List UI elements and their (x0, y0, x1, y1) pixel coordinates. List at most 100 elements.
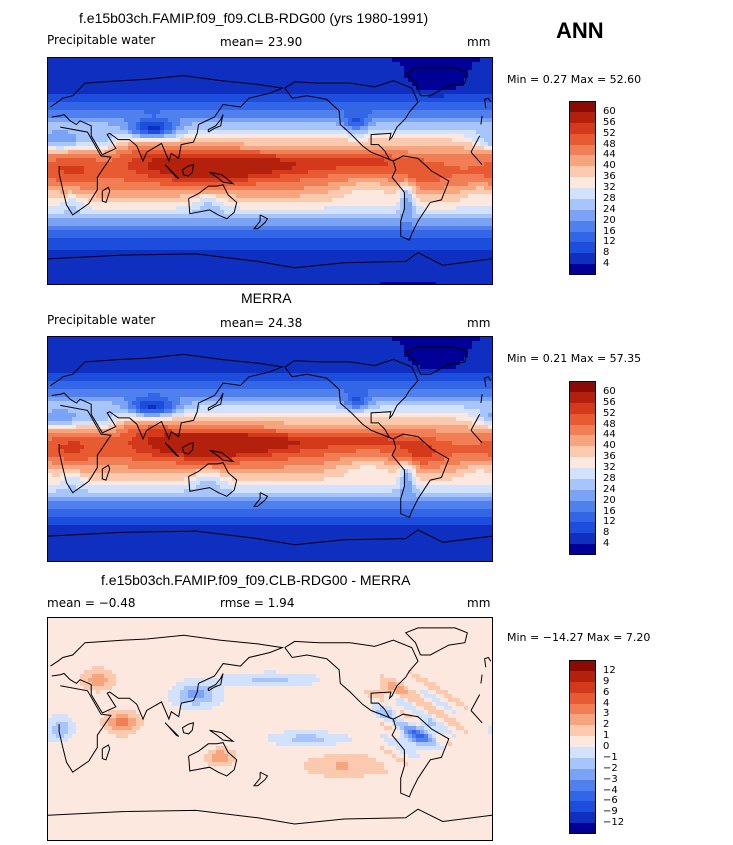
panel1-field-cell (424, 206, 457, 211)
panel3-field-cell (112, 726, 133, 731)
panel2-field-cell (80, 449, 137, 454)
panel3-field-cell (108, 730, 137, 735)
panel3-field-cell (432, 718, 437, 723)
panel1-field-cell (352, 118, 361, 123)
panel1-field-cell (48, 78, 409, 83)
panel2-field-cell (456, 469, 477, 474)
panel3-coastline (101, 744, 111, 761)
panel3-field-cell (116, 674, 221, 679)
panel3-colorbar-tick-label: −9 (603, 806, 618, 818)
panel2-field-cell (368, 401, 377, 406)
panel3-field-cell (264, 670, 277, 675)
panel2-field-cell (184, 413, 469, 418)
panel2-field-cell (48, 385, 492, 390)
panel3-field-cell (464, 706, 469, 711)
panel2-field-cell (180, 401, 193, 406)
panel1-field-cell (80, 210, 193, 215)
panel3-coastline (188, 742, 238, 777)
panel2-field-cell (348, 469, 389, 474)
panel1-field-cell (404, 202, 413, 207)
panel1-field-cell (48, 282, 381, 284)
panel2-field-cell (48, 441, 69, 446)
panel1-field-cell (136, 170, 161, 175)
panel3-field-cell (424, 710, 429, 715)
panel3-field-cell (412, 702, 417, 707)
panel3-field-cell (404, 710, 413, 715)
panel3-field-cell (180, 706, 213, 711)
panel3-field-cell (116, 714, 129, 719)
panel3-field-cell (48, 774, 325, 779)
panel2-field-cell (148, 425, 169, 430)
panel1-coastline (404, 67, 468, 97)
panel2-field-cell (480, 409, 492, 414)
panel1-field-cell (400, 194, 405, 199)
panel1-field-cell (100, 150, 105, 155)
panel2-field-cell (464, 357, 492, 362)
panel2-field-cell (48, 413, 77, 418)
panel1-field-cell (444, 186, 477, 191)
panel2-field-cell (392, 337, 481, 342)
panel3-colorbar-swatch (569, 747, 596, 758)
panel2-colorbar-tick-label: 12 (603, 516, 616, 528)
panel1-coastline (484, 97, 492, 109)
panel2-field-cell (88, 489, 185, 494)
panel1-field-cell (48, 250, 492, 255)
panel2-field-cell (248, 433, 289, 438)
panel2-field-cell (148, 441, 301, 446)
panel3-field-cell (392, 718, 397, 723)
panel2-field-cell (436, 429, 492, 434)
panel3-field-cell (48, 618, 492, 623)
panel2-field-cell (136, 413, 145, 418)
panel2-field-cell (276, 429, 437, 434)
panel1-field-cell (200, 206, 221, 211)
panel1-field-cell (48, 86, 417, 91)
panel3-field-cell (308, 758, 377, 763)
panel3-field-cell (432, 698, 441, 703)
panel1-field-cell (400, 190, 405, 195)
panel3-field-cell (436, 706, 445, 711)
panel1-colorbar-swatch (569, 177, 596, 188)
panel1-field-cell (464, 82, 492, 87)
panel2-field-cell (420, 465, 441, 470)
panel3-field-cell (176, 682, 313, 687)
panel3-field-cell (52, 714, 69, 719)
panel2-field-cell (412, 481, 417, 486)
panel1-field-cell (412, 186, 417, 191)
panel2-colorbar-swatch (569, 478, 596, 490)
panel3-coastline (252, 771, 269, 787)
panel2-coastline (404, 346, 468, 375)
panel2-field-cell (400, 465, 413, 470)
panel1-colorbar-swatch (569, 101, 596, 112)
panel1-coastline (480, 115, 483, 125)
panel3-field-cell (436, 718, 445, 723)
panel3-field-cell (452, 734, 457, 739)
panel1-title: f.e15b03ch.FAMIP.f09_f09.CLB-RDG00 (yrs … (79, 10, 429, 26)
panel1-colorbar-tick-label: 32 (603, 182, 616, 193)
panel2-field-cell (116, 421, 125, 426)
panel2-field-cell (416, 473, 465, 478)
panel1-field-cell (48, 102, 492, 107)
panel3-field-cell (48, 770, 309, 775)
panel3-field-cell (412, 670, 492, 675)
panel1-field-cell (48, 234, 492, 239)
panel1-coastline (207, 114, 224, 133)
panel1-field-cell (200, 198, 217, 203)
panel2-field-cell (48, 541, 492, 546)
panel1-field-cell (68, 194, 77, 199)
panel1-field-cell (48, 122, 109, 127)
panel3-field-cell (192, 702, 201, 707)
panel1-field-cell (48, 98, 492, 103)
panel1-field-cell (248, 178, 301, 183)
panel1-field-cell (108, 138, 117, 143)
panel1-field-cell (84, 166, 129, 171)
panel1-field-cell (244, 142, 473, 147)
panel2-map-canvas (48, 337, 492, 561)
panel2-field-cell (432, 445, 492, 450)
panel1-field-cell (468, 74, 492, 79)
panel2-colorbar-tick-label: 8 (603, 527, 610, 539)
panel1-field-cell (328, 174, 409, 179)
panel3-field-cell (448, 690, 492, 695)
panel1-colorbar-tick-label: 48 (603, 138, 616, 150)
panel2-field-cell (416, 477, 421, 482)
panel2-field-cell (368, 405, 381, 410)
